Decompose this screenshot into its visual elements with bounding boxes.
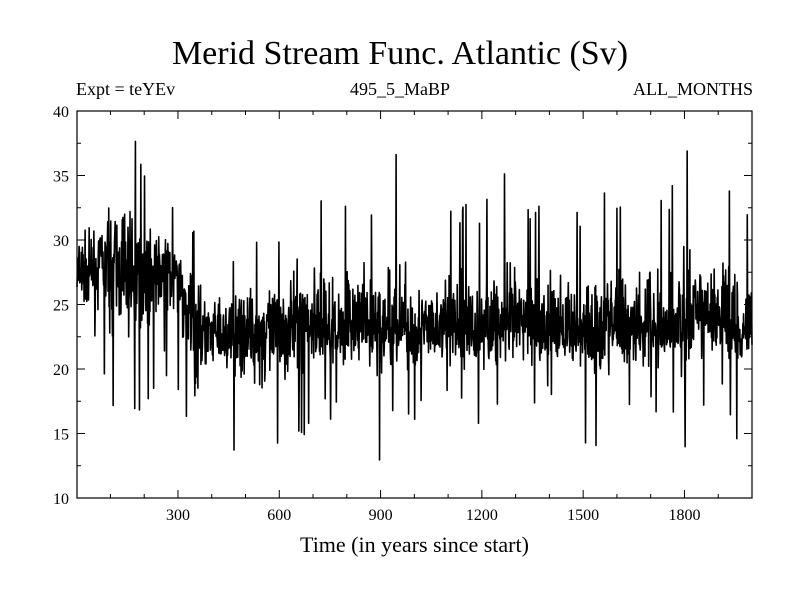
months-label: ALL_MONTHS [633,79,753,99]
y-tick-label: 15 [53,427,69,444]
y-tick-label: 30 [53,233,69,250]
y-tick-label: 25 [53,298,69,315]
series-layer [76,140,753,461]
x-tick-label: 900 [369,507,393,524]
x-tick-label: 1200 [466,507,498,524]
y-tick-label: 10 [53,491,69,508]
y-tick-label: 35 [53,169,69,186]
x-tick-label: 600 [267,507,291,524]
y-tick-label: 20 [53,362,69,379]
experiment-label: Expt = teYEv [76,79,176,99]
ticks-layer: 300 600 900 1200 1500 1800 10 15 20 25 30 35 40 [53,104,752,524]
run-label: 495_5_MaBP [349,79,450,99]
x-tick-label: 1800 [668,507,700,524]
y-tick-label: 40 [53,104,69,121]
x-tick-label: 1500 [567,507,599,524]
x-tick-label: 300 [166,507,190,524]
series-line [76,140,753,461]
chart-title: Merid Stream Func. Atlantic (Sv) [171,35,629,72]
x-axis-label: Time (in years since start) [300,532,529,557]
